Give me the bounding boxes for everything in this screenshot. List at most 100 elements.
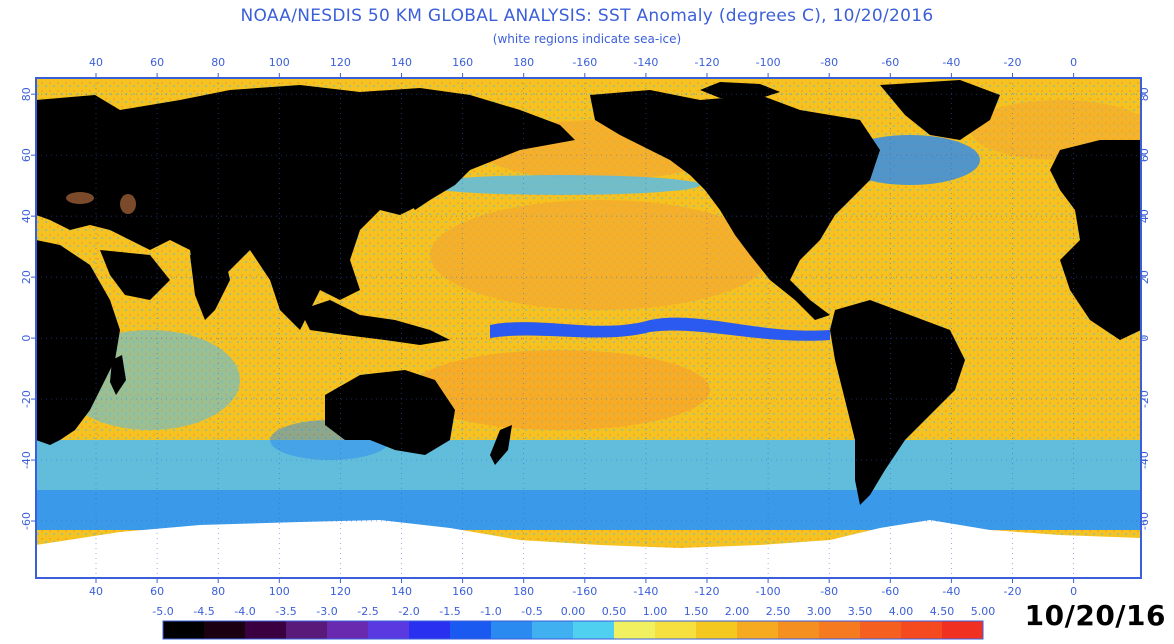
colorbar-label: 2.50 xyxy=(766,605,791,618)
lon-tick-label-top: -80 xyxy=(820,56,838,69)
colorbar-swatch xyxy=(696,621,738,639)
colorbar-swatch xyxy=(532,621,574,639)
colorbar-swatch xyxy=(614,621,656,639)
colorbar-label: -2.0 xyxy=(398,605,419,618)
colorbar-swatch xyxy=(901,621,943,639)
lon-tick-label-bottom: 0 xyxy=(1070,585,1077,598)
inland-lake-warm-2 xyxy=(120,194,136,214)
colorbar-label: 4.50 xyxy=(930,605,955,618)
lon-tick-label-top: -40 xyxy=(942,56,960,69)
south-pacific-warm-patch xyxy=(410,350,710,430)
colorbar-frame xyxy=(162,620,984,640)
north-pacific-cool-band xyxy=(420,175,700,195)
madagascar-land xyxy=(110,355,126,395)
inland-lake-warm xyxy=(66,192,94,204)
colorbar-swatch xyxy=(163,621,205,639)
colorbar-swatch xyxy=(737,621,779,639)
lon-tick-label-bottom: 140 xyxy=(391,585,412,598)
lon-tick-label-top: 120 xyxy=(330,56,351,69)
colorbar-swatch xyxy=(409,621,451,639)
lon-tick-label-top: 140 xyxy=(391,56,412,69)
lon-tick-label-top: -100 xyxy=(756,56,781,69)
europe-africa-east-land xyxy=(1050,140,1141,340)
greenland-land xyxy=(880,80,1000,140)
lat-tick-label-left: 80 xyxy=(20,87,33,101)
map-frame xyxy=(35,77,1142,579)
antarctic-sea-ice xyxy=(36,520,1141,578)
maritime-continent-land xyxy=(300,300,450,345)
lon-tick-label-bottom: 40 xyxy=(89,585,103,598)
lon-tick-label-bottom: -20 xyxy=(1004,585,1022,598)
colorbar-label: 4.00 xyxy=(889,605,914,618)
colorbar-swatch xyxy=(368,621,410,639)
lon-tick-label-bottom: 120 xyxy=(330,585,351,598)
colorbar-swatch xyxy=(450,621,492,639)
map-subtitle: (white regions indicate sea-ice) xyxy=(492,32,682,46)
eurasia-land xyxy=(36,85,575,330)
colorbar-swatch xyxy=(819,621,861,639)
date-stamp: 10/20/16 xyxy=(1024,599,1166,632)
colorbar-label: 3.50 xyxy=(848,605,873,618)
colorbar-label: 1.00 xyxy=(643,605,668,618)
axis-ticks: 40 40 60 60 80 80 100 100 120 120 140 140 160 160 180 1… xyxy=(20,56,1151,598)
lat-tick-label-left: 20 xyxy=(20,270,33,284)
south-america-land xyxy=(830,300,965,505)
colorbar-label: -0.5 xyxy=(521,605,542,618)
lon-tick-label-top: -20 xyxy=(1004,56,1022,69)
lat-tick-label-left: -40 xyxy=(20,451,33,469)
lat-tick-label-left: -60 xyxy=(20,512,33,530)
colorbar-swatch xyxy=(204,621,246,639)
lon-tick-label-bottom: -120 xyxy=(695,585,720,598)
lat-tick-label-left: 0 xyxy=(20,335,33,342)
colorbar-swatch xyxy=(327,621,369,639)
lon-tick-label-bottom: -160 xyxy=(572,585,597,598)
lon-tick-label-top: -160 xyxy=(572,56,597,69)
colorbar-swatch xyxy=(573,621,615,639)
colorbar-label: 0.00 xyxy=(561,605,586,618)
colorbar-label: 5.00 xyxy=(971,605,996,618)
colorbar-label: -2.5 xyxy=(357,605,378,618)
equatorial-pacific-cold-tongue xyxy=(490,317,830,341)
lon-tick-label-bottom: -40 xyxy=(942,585,960,598)
colorbar-label: -1.0 xyxy=(480,605,501,618)
lon-tick-label-bottom: -140 xyxy=(633,585,658,598)
lon-tick-label-top: 0 xyxy=(1070,56,1077,69)
north-america-land xyxy=(590,90,880,320)
north-pacific-warm-patch xyxy=(430,200,770,310)
lat-lon-grid xyxy=(36,78,1141,578)
australia-land xyxy=(325,370,455,455)
lat-tick-label-left: -20 xyxy=(20,390,33,408)
colorbar-label: 3.00 xyxy=(807,605,832,618)
colorbar-swatch xyxy=(778,621,820,639)
colorbar-label: -5.0 xyxy=(152,605,173,618)
lon-tick-label-top: 160 xyxy=(452,56,473,69)
lon-tick-label-bottom: 80 xyxy=(211,585,225,598)
colorbar-swatch xyxy=(655,621,697,639)
africa-land xyxy=(36,240,120,445)
lon-tick-label-bottom: -80 xyxy=(820,585,838,598)
colorbar-swatch xyxy=(245,621,287,639)
colorbar-label: 2.00 xyxy=(725,605,750,618)
colorbar-label: -3.5 xyxy=(275,605,296,618)
lat-tick-label-left: 40 xyxy=(20,209,33,223)
colorbar-label: -1.5 xyxy=(439,605,460,618)
lon-tick-label-top: -60 xyxy=(881,56,899,69)
colorbar-swatch xyxy=(491,621,533,639)
southern-ocean-cold-band xyxy=(36,490,1141,530)
new-zealand-land xyxy=(490,425,512,465)
map-body xyxy=(36,78,1141,578)
colorbar: -5.0 -4.5 -4.0 -3.5 -3.0 -2.5 -2.0 -1.5 -1.0 -0.5… xyxy=(152,605,996,640)
lon-tick-label-top: 180 xyxy=(513,56,534,69)
lon-tick-label-top: 60 xyxy=(150,56,164,69)
lat-tick-label-left: 60 xyxy=(20,148,33,162)
colorbar-label: -4.5 xyxy=(193,605,214,618)
lon-tick-label-top: -120 xyxy=(695,56,720,69)
map-title: NOAA/NESDIS 50 KM GLOBAL ANALYSIS: SST A… xyxy=(240,6,934,26)
colorbar-swatch xyxy=(942,621,984,639)
lon-tick-label-top: -140 xyxy=(633,56,658,69)
lon-tick-label-bottom: 60 xyxy=(150,585,164,598)
lon-tick-label-bottom: 160 xyxy=(452,585,473,598)
colorbar-swatch xyxy=(860,621,902,639)
